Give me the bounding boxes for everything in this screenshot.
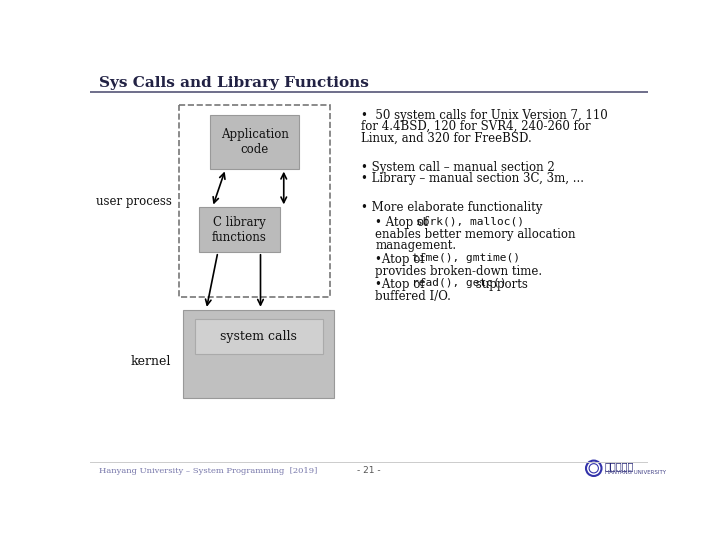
- Text: sbrk(), malloc(): sbrk(), malloc(): [415, 216, 523, 226]
- Text: 한양대학교: 한양대학교: [605, 461, 634, 471]
- Bar: [210, 115, 300, 168]
- Text: • System call – manual section 2: • System call – manual section 2: [361, 161, 555, 174]
- Text: system calls: system calls: [220, 330, 297, 343]
- Text: •Atop of: •Atop of: [375, 279, 428, 292]
- Text: Sys Calls and Library Functions: Sys Calls and Library Functions: [99, 76, 369, 90]
- Text: Linux, and 320 for FreeBSD.: Linux, and 320 for FreeBSD.: [361, 132, 532, 145]
- Text: enables better memory allocation: enables better memory allocation: [375, 228, 576, 241]
- Text: Application
code: Application code: [221, 128, 289, 156]
- Text: management.: management.: [375, 239, 456, 252]
- Text: supports: supports: [472, 279, 528, 292]
- Text: - 21 -: - 21 -: [357, 466, 381, 475]
- Bar: [194, 319, 323, 354]
- Text: time(), gmtime(): time(), gmtime(): [412, 253, 520, 263]
- Text: • More elaborate functionality: • More elaborate functionality: [361, 201, 543, 214]
- Text: read(), getc(): read(), getc(): [412, 279, 506, 288]
- Text: •  50 system calls for Unix Version 7, 110: • 50 system calls for Unix Version 7, 11…: [361, 109, 608, 122]
- Text: provides broken-down time.: provides broken-down time.: [375, 265, 542, 278]
- Text: buffered I/O.: buffered I/O.: [375, 290, 451, 303]
- Text: C library
functions: C library functions: [212, 215, 266, 244]
- Text: Hanyang University – System Programming  [2019]: Hanyang University – System Programming …: [99, 467, 318, 475]
- Text: • Library – manual section 3C, 3m, ...: • Library – manual section 3C, 3m, ...: [361, 172, 584, 185]
- Text: HANYANG UNIVERSITY: HANYANG UNIVERSITY: [605, 470, 665, 475]
- Bar: [179, 105, 330, 298]
- Text: for 4.4BSD, 120 for SVR4, 240-260 for: for 4.4BSD, 120 for SVR4, 240-260 for: [361, 120, 591, 133]
- Bar: [199, 207, 280, 252]
- Text: kernel: kernel: [131, 355, 171, 368]
- Text: • Atop of: • Atop of: [375, 216, 432, 229]
- Bar: [183, 309, 334, 398]
- Text: user process: user process: [96, 194, 171, 207]
- Text: •Atop of: •Atop of: [375, 253, 428, 266]
